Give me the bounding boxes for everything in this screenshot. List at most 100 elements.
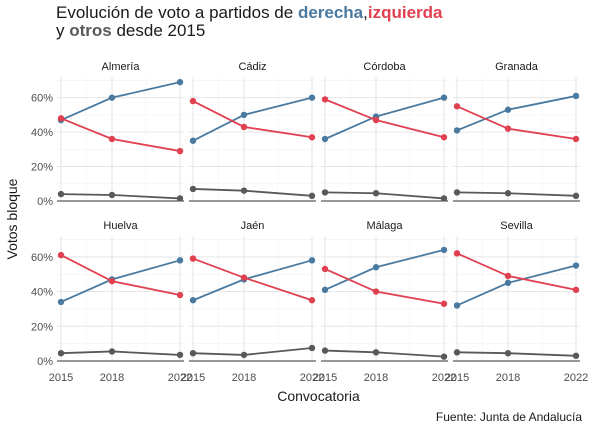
data-point-otros-sevilla-2015 xyxy=(453,349,461,356)
data-point-izquierda-cordoba-2018 xyxy=(372,116,380,124)
data-point-izquierda-almeria-2018 xyxy=(108,135,116,143)
data-point-derecha-granada-2018 xyxy=(504,106,512,113)
x-tick-label: 2015 xyxy=(181,372,205,384)
title-line-1: Evolución de voto a partidos de derecha,… xyxy=(56,4,586,22)
data-point-derecha-sevilla-2022 xyxy=(572,262,580,269)
x-tick-label: 2022 xyxy=(168,372,192,384)
data-point-izquierda-cadiz-2022 xyxy=(308,134,316,141)
data-point-otros-almeria-2015 xyxy=(57,190,65,198)
y-tick-label: 60% xyxy=(31,252,53,264)
series-line-otros-almeria xyxy=(60,193,181,200)
series-line-izquierda-huelva xyxy=(60,254,181,296)
series-line-otros-cordoba xyxy=(324,191,445,200)
facet-label-sevilla: Sevilla xyxy=(500,220,533,232)
x-tick-label: 2022 xyxy=(564,372,588,384)
data-point-otros-huelva-2022 xyxy=(176,351,184,359)
x-tick-label: 2015 xyxy=(445,372,469,384)
x-tick-label: 2018 xyxy=(364,372,388,384)
data-point-izquierda-granada-2018 xyxy=(504,125,512,132)
y-tick-label: 40% xyxy=(31,287,53,299)
data-point-otros-jaen-2015 xyxy=(189,349,197,357)
data-point-derecha-granada-2015 xyxy=(453,127,461,134)
data-point-derecha-granada-2022 xyxy=(572,92,580,100)
series-line-derecha-almeria xyxy=(60,81,181,121)
data-point-izquierda-malaga-2018 xyxy=(372,288,380,295)
x-tick-label: 2022 xyxy=(432,372,456,384)
data-point-izquierda-sevilla-2015 xyxy=(453,250,461,257)
data-point-izquierda-huelva-2015 xyxy=(57,251,65,259)
title-derecha: derecha xyxy=(297,3,364,22)
y-tick-label: 60% xyxy=(31,93,53,105)
facet-label-huelva: Huelva xyxy=(103,220,138,232)
data-point-derecha-huelva-2022 xyxy=(176,257,184,264)
data-point-derecha-cordoba-2022 xyxy=(440,94,448,101)
data-point-izquierda-granada-2015 xyxy=(453,103,461,110)
source-caption: Fuente: Junta de Andalucía xyxy=(435,410,582,424)
title-line-2: y otros desde 2015 xyxy=(56,22,586,40)
data-point-derecha-cadiz-2018 xyxy=(240,111,248,119)
x-tick-label: 2015 xyxy=(313,372,337,384)
data-point-izquierda-jaen-2018 xyxy=(240,274,248,281)
data-point-otros-granada-2015 xyxy=(453,189,461,196)
x-tick-label: 2018 xyxy=(496,372,520,384)
data-point-otros-cordoba-2015 xyxy=(321,189,329,196)
data-point-izquierda-cadiz-2018 xyxy=(240,123,248,131)
data-point-derecha-almeria-2018 xyxy=(108,94,116,101)
data-point-otros-cadiz-2022 xyxy=(308,192,316,200)
title-line2-suffix: desde 2015 xyxy=(111,21,206,40)
data-point-derecha-jaen-2022 xyxy=(308,257,316,264)
y-axis-title: Votos bloque xyxy=(4,178,20,259)
data-point-derecha-malaga-2018 xyxy=(372,264,380,271)
facet-label-cordoba: Córdoba xyxy=(363,61,406,73)
data-point-izquierda-cordoba-2022 xyxy=(440,134,448,141)
data-point-otros-granada-2018 xyxy=(504,190,512,197)
data-point-izquierda-jaen-2015 xyxy=(189,255,197,262)
data-point-izquierda-almeria-2015 xyxy=(57,115,65,122)
x-tick-label: 2018 xyxy=(100,372,124,384)
series-line-otros-malaga xyxy=(324,349,445,358)
data-point-derecha-cadiz-2022 xyxy=(308,94,316,101)
data-point-derecha-sevilla-2018 xyxy=(504,279,512,287)
y-tick-label: 0% xyxy=(37,356,53,368)
x-tick-label: 2022 xyxy=(300,372,324,384)
series-line-otros-cadiz xyxy=(192,188,313,197)
series-line-izquierda-almeria xyxy=(60,117,181,152)
data-point-otros-cadiz-2018 xyxy=(240,187,248,194)
data-point-otros-sevilla-2022 xyxy=(572,352,580,359)
series-line-derecha-huelva xyxy=(60,259,181,303)
facet-label-cadiz: Cádiz xyxy=(238,61,266,73)
data-point-otros-cadiz-2015 xyxy=(189,185,197,193)
facet-label-jaen: Jaén xyxy=(241,220,265,232)
data-point-izquierda-sevilla-2018 xyxy=(504,272,512,280)
data-point-otros-malaga-2018 xyxy=(372,349,380,356)
data-point-izquierda-cordoba-2015 xyxy=(321,96,329,103)
data-point-otros-jaen-2022 xyxy=(308,344,316,352)
data-point-izquierda-malaga-2015 xyxy=(321,265,329,273)
data-point-derecha-jaen-2015 xyxy=(189,297,197,304)
y-tick-label: 0% xyxy=(37,196,53,208)
data-point-otros-almeria-2022 xyxy=(176,195,184,202)
title-comma: , xyxy=(363,3,368,22)
title-line2-prefix: y xyxy=(56,21,70,40)
data-point-otros-cordoba-2018 xyxy=(372,190,380,197)
data-point-derecha-malaga-2022 xyxy=(440,246,448,254)
data-point-otros-jaen-2018 xyxy=(240,351,248,359)
data-point-derecha-almeria-2022 xyxy=(176,78,184,86)
data-point-izquierda-cadiz-2015 xyxy=(189,97,197,105)
data-point-otros-granada-2022 xyxy=(572,192,580,200)
data-point-otros-malaga-2022 xyxy=(440,353,448,360)
x-axis-title: Convocatoria xyxy=(277,388,360,404)
series-line-otros-jaen xyxy=(192,347,313,356)
data-point-derecha-huelva-2015 xyxy=(57,298,65,306)
y-tick-label: 20% xyxy=(31,162,53,174)
y-tick-label: 40% xyxy=(31,127,53,139)
chart-title: Evolución de voto a partidos de derecha,… xyxy=(56,4,586,40)
data-point-derecha-malaga-2015 xyxy=(321,286,329,294)
data-point-otros-huelva-2018 xyxy=(108,348,116,355)
data-point-otros-sevilla-2018 xyxy=(504,349,512,357)
facet-label-almeria: Almería xyxy=(102,61,141,73)
data-point-otros-almeria-2018 xyxy=(108,191,116,199)
x-tick-label: 2015 xyxy=(49,372,73,384)
data-point-izquierda-huelva-2022 xyxy=(176,291,184,299)
